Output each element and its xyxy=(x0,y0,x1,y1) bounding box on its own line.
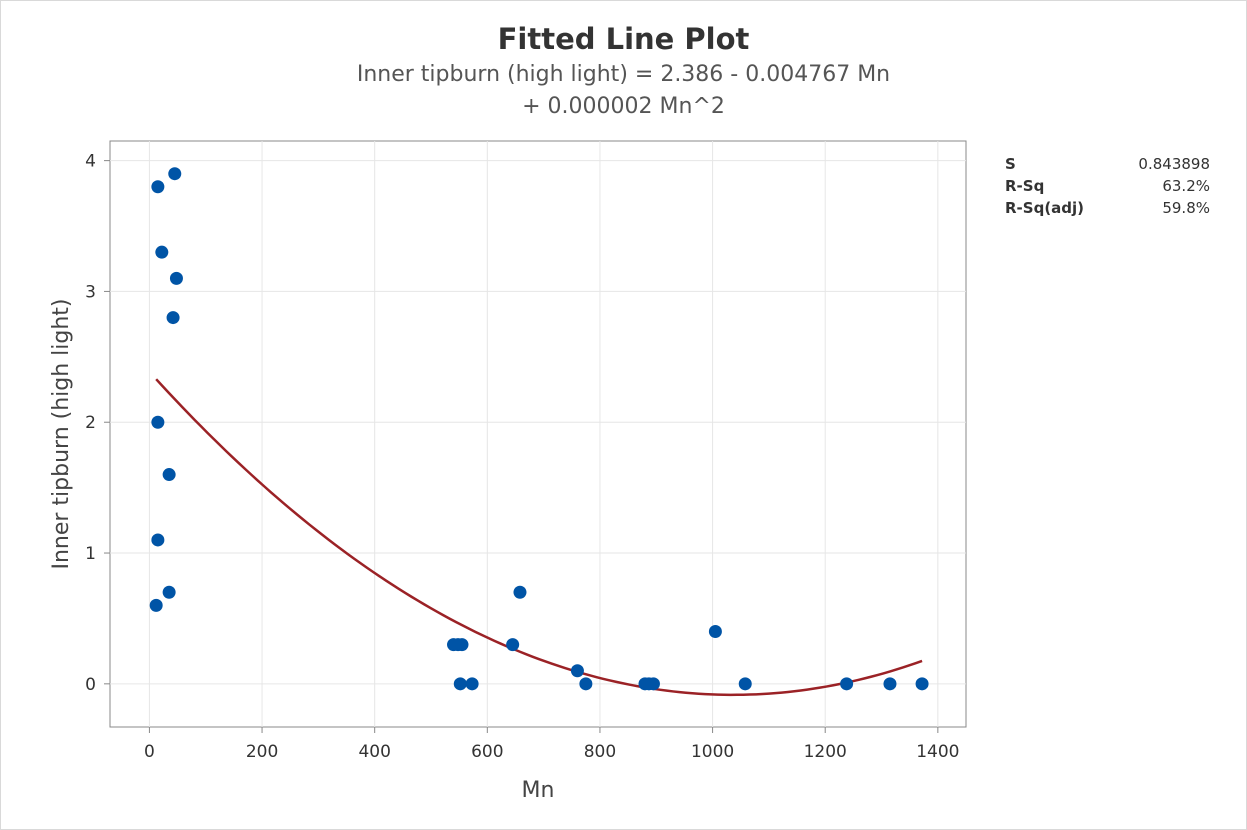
data-point xyxy=(840,677,854,691)
fit-line-group xyxy=(155,378,923,697)
data-points xyxy=(149,167,929,691)
data-point xyxy=(506,638,520,652)
data-point xyxy=(155,245,169,259)
data-point xyxy=(168,167,182,181)
data-point xyxy=(166,311,180,325)
data-point xyxy=(169,271,183,285)
stat-value: 59.8% xyxy=(1162,199,1210,217)
data-point xyxy=(151,415,165,429)
data-point xyxy=(162,468,176,482)
data-point xyxy=(453,677,467,691)
x-tick-label: 1200 xyxy=(804,742,847,762)
y-tick-label: 2 xyxy=(85,413,96,433)
x-tick-label: 200 xyxy=(246,742,278,762)
stat-value: 0.843898 xyxy=(1138,155,1210,173)
data-point xyxy=(149,598,163,612)
stat-value: 63.2% xyxy=(1162,177,1210,195)
y-tick-label: 1 xyxy=(85,544,96,564)
fitted-regression-line xyxy=(155,378,923,697)
x-tick-label: 800 xyxy=(584,742,616,762)
plot-area xyxy=(109,140,967,728)
regression-equation-line-1: Inner tipburn (high light) = 2.386 - 0.0… xyxy=(356,62,891,87)
data-point xyxy=(738,677,752,691)
x-tick-label: 1000 xyxy=(691,742,734,762)
data-point xyxy=(465,677,479,691)
stat-row-s: S 0.843898 xyxy=(1005,154,1210,176)
gridlines xyxy=(110,141,966,727)
stat-label: R-Sq(adj) xyxy=(1005,199,1085,217)
axis-ticks: 0 200 400 600 800 1000 1200 1400 0 1 2 3 4 xyxy=(85,152,959,762)
chart-title: Fitted Line Plot xyxy=(497,22,750,56)
data-point xyxy=(455,638,469,652)
model-summary-table: S 0.843898 R-Sq 63.2% R-Sq(adj) 59.8% xyxy=(1005,154,1210,220)
x-tick-label: 1400 xyxy=(916,742,959,762)
data-point xyxy=(513,585,527,599)
stat-row-r-sq-adj: R-Sq(adj) 59.8% xyxy=(1005,198,1210,220)
data-point xyxy=(151,180,165,194)
data-point xyxy=(579,677,593,691)
y-tick-label: 3 xyxy=(85,282,96,302)
data-point xyxy=(708,625,722,639)
data-point xyxy=(646,677,660,691)
x-tick-label: 400 xyxy=(358,742,390,762)
data-point xyxy=(883,677,897,691)
x-tick-label: 600 xyxy=(471,742,503,762)
stat-row-r-sq: R-Sq 63.2% xyxy=(1005,176,1210,198)
data-point xyxy=(915,677,929,691)
stat-label: R-Sq xyxy=(1005,177,1045,195)
data-point xyxy=(151,533,165,547)
y-tick-label: 0 xyxy=(85,675,96,695)
data-point xyxy=(162,585,176,599)
data-point xyxy=(570,664,584,678)
regression-equation-line-2: + 0.000002 Mn^2 xyxy=(522,94,725,119)
x-tick-label: 0 xyxy=(144,742,155,762)
y-axis-label: Inner tipburn (high light) xyxy=(49,298,74,569)
y-tick-label: 4 xyxy=(85,152,96,172)
x-axis-label: Mn xyxy=(522,778,555,803)
stat-label: S xyxy=(1005,155,1016,173)
